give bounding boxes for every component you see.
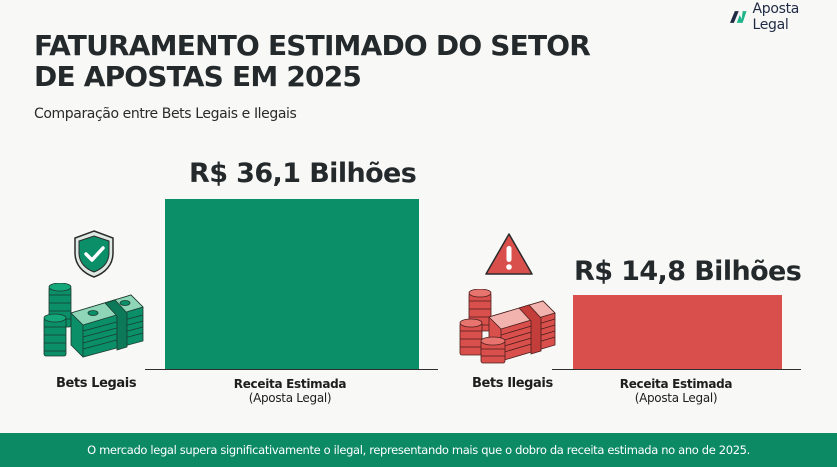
money-stack-icon xyxy=(459,289,556,364)
bar-illegal[interactable] xyxy=(573,295,782,369)
axis-label-legal: Receita Estimada (Aposta Legal) xyxy=(190,377,390,405)
footer-banner: O mercado legal supera significativament… xyxy=(0,433,837,467)
page-subtitle: Comparação entre Bets Legais e Ilegais xyxy=(34,106,297,122)
bar-legal[interactable] xyxy=(165,199,419,369)
footer-text: O mercado legal supera significativament… xyxy=(87,443,750,457)
shield-check-icon xyxy=(74,230,114,278)
baseline-legal xyxy=(145,369,438,370)
axis-label-illegal: Receita Estimada (Aposta Legal) xyxy=(576,377,776,405)
brand-name: Aposta Legal xyxy=(752,1,800,33)
title-line-2: DE APOSTAS EM 2025 xyxy=(34,60,362,93)
axis-label-illegal-sub: (Aposta Legal) xyxy=(634,391,718,405)
axis-label-legal-main: Receita Estimada xyxy=(233,377,347,391)
brand-logo: Aposta Legal xyxy=(729,1,837,33)
money-stack-icon xyxy=(43,283,144,358)
title-line-1: FATURAMENTO ESTIMADO DO SETOR xyxy=(34,29,591,62)
category-label-illegal: Bets Ilegais xyxy=(472,376,553,391)
category-label-legal: Bets Legais xyxy=(56,376,137,391)
value-label-legal: R$ 36,1 Bilhões xyxy=(189,158,417,189)
value-label-illegal: R$ 14,8 Bilhões xyxy=(574,256,802,287)
page-title: FATURAMENTO ESTIMADO DO SETOR DE APOSTAS… xyxy=(34,30,634,92)
axis-label-legal-sub: (Aposta Legal) xyxy=(248,391,332,405)
baseline-illegal xyxy=(552,369,801,370)
brand-logo-icon xyxy=(729,11,747,23)
warning-triangle-icon xyxy=(485,233,533,275)
axis-label-illegal-main: Receita Estimada xyxy=(619,377,733,391)
